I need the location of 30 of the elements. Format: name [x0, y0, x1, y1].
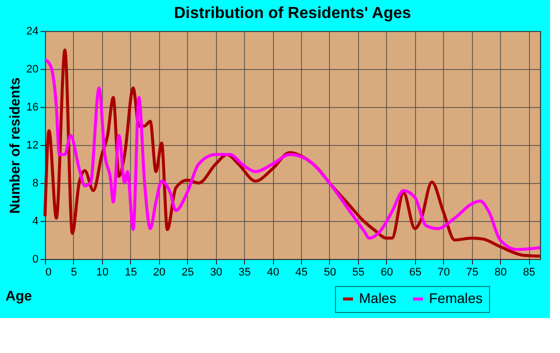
- x-tick-label: 60: [380, 266, 394, 278]
- x-tick-label: 10: [96, 266, 109, 278]
- x-tick-label: 5: [70, 266, 78, 278]
- x-tick-label: 85: [522, 266, 536, 278]
- x-tick-label: 70: [438, 266, 450, 278]
- legend-label: Females: [429, 290, 483, 306]
- y-tick-label: 4: [32, 216, 38, 228]
- x-tick-label: 75: [466, 266, 478, 278]
- x-axis-title: Age: [6, 288, 32, 304]
- legend-label: Males: [359, 290, 396, 306]
- x-tick-label: 50: [324, 266, 336, 278]
- x-tick-label: 20: [153, 266, 166, 278]
- y-tick-label: 0: [32, 254, 38, 266]
- x-tick-label: 15: [124, 266, 137, 278]
- x-tick-label: 0: [46, 266, 52, 278]
- x-tick-label: 25: [182, 266, 194, 278]
- y-tick-label: 20: [26, 64, 38, 76]
- x-tick-label: 40: [266, 266, 280, 278]
- y-tick-label: 12: [26, 140, 38, 152]
- y-axis-title: Number of residents: [6, 77, 22, 214]
- x-tick-label: 65: [409, 266, 422, 278]
- chart-title: Distribution of Residents' Ages: [174, 5, 412, 22]
- y-tick-label: 8: [32, 178, 38, 190]
- x-tick-label: 30: [210, 266, 222, 278]
- y-tick-label: 24: [26, 26, 38, 38]
- x-tick-label: 55: [352, 266, 365, 278]
- x-tick-label: 45: [295, 266, 308, 278]
- y-tick-label: 16: [26, 102, 38, 114]
- x-tick-label: 35: [238, 266, 251, 278]
- x-tick-label: 80: [494, 266, 507, 278]
